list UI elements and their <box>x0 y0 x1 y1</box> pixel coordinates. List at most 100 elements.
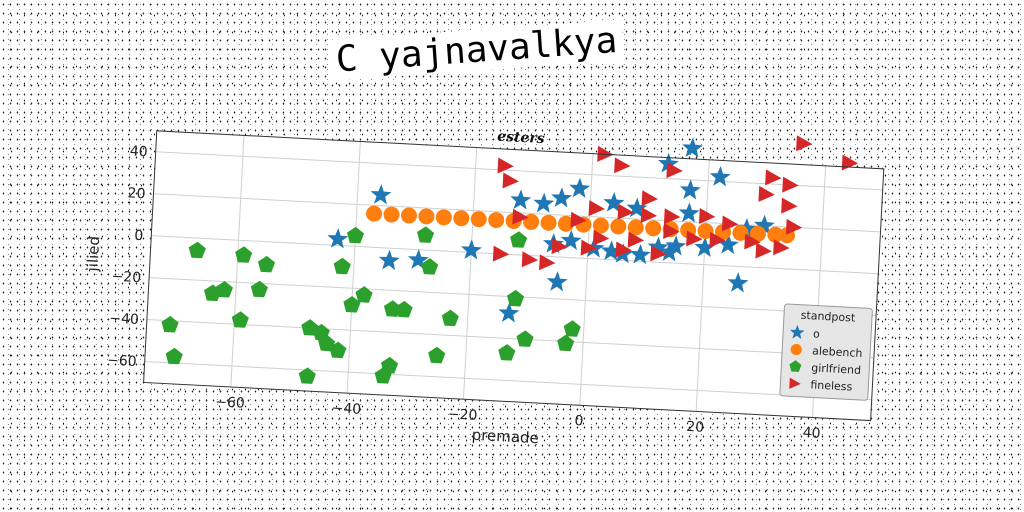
point-alebench <box>383 206 400 223</box>
point-fineless <box>580 239 598 256</box>
point-o <box>551 187 573 208</box>
point-alebench <box>767 226 784 243</box>
point-fineless <box>758 185 775 202</box>
point-o <box>370 184 392 205</box>
point-o <box>560 229 582 251</box>
point-fineless <box>796 135 813 152</box>
point-girlfriend <box>374 367 392 384</box>
legend-marker-alebench <box>790 343 802 356</box>
point-fineless <box>512 208 529 225</box>
point-alebench <box>453 210 470 227</box>
point-alebench <box>418 208 435 225</box>
point-alebench <box>627 219 644 236</box>
legend-marker-girlfriend <box>789 360 802 372</box>
point-fineless <box>666 162 683 179</box>
point-girlfriend <box>257 255 276 273</box>
y-tick-label: −20 <box>111 269 141 287</box>
point-fineless <box>497 157 514 174</box>
point-girlfriend <box>383 300 402 317</box>
point-girlfriend <box>428 346 446 364</box>
point-fineless <box>614 157 631 174</box>
y-tick-label: −40 <box>109 311 139 329</box>
x-grid-line <box>346 141 361 394</box>
point-o <box>546 271 568 292</box>
chart-plot-group: −60 −40 −20 0 20 40 −60 −40 −20 0 20 40 esters pre… <box>83 129 885 447</box>
point-girlfriend <box>557 334 575 352</box>
point-alebench <box>488 212 505 229</box>
point-alebench <box>645 220 662 237</box>
point-fineless <box>570 211 587 228</box>
x-tick-label: 0 <box>574 413 584 429</box>
y-tick-labels: −60 −40 −20 0 20 40 <box>107 143 148 370</box>
x-tick-labels: −60 −40 −20 0 20 40 <box>215 394 821 442</box>
point-o <box>461 239 482 260</box>
point-o <box>378 249 400 270</box>
x-tick-label: −60 <box>215 394 245 412</box>
point-alebench <box>610 218 627 235</box>
point-girlfriend <box>355 286 373 303</box>
y-grid-line <box>151 235 879 275</box>
point-fineless <box>592 229 610 246</box>
point-girlfriend <box>235 246 253 263</box>
y-tick-label: 40 <box>129 143 148 160</box>
point-alebench <box>592 217 609 234</box>
legend-marker-o <box>789 324 805 340</box>
point-o <box>498 302 520 323</box>
y-grid-line <box>155 151 883 191</box>
x-grid-line <box>462 147 478 400</box>
point-o <box>709 166 731 187</box>
x-grid-line <box>695 159 710 412</box>
point-fineless <box>641 190 658 207</box>
point-o <box>629 243 651 265</box>
y-grid-line <box>144 360 872 401</box>
point-o <box>678 202 700 223</box>
y-axis-label: jilied <box>83 235 103 272</box>
point-alebench <box>366 205 383 222</box>
x-tick-label: −20 <box>447 406 477 424</box>
plot-frame <box>143 130 885 422</box>
point-o <box>533 192 555 213</box>
legend-marker-fineless <box>789 377 801 389</box>
point-alebench <box>749 225 766 242</box>
point-fineless <box>755 242 772 259</box>
point-fineless <box>551 238 568 255</box>
point-fineless <box>782 176 799 193</box>
point-fineless <box>615 241 632 258</box>
data-points <box>161 135 859 384</box>
chart-title: esters <box>497 129 545 147</box>
point-girlfriend <box>510 231 528 248</box>
point-girlfriend <box>204 284 222 302</box>
point-o <box>510 189 532 210</box>
point-fineless <box>650 245 667 262</box>
legend-label-o: o <box>813 327 821 340</box>
point-girlfriend <box>161 315 179 333</box>
point-girlfriend <box>301 319 319 336</box>
point-o <box>327 228 349 249</box>
y-grid-line <box>146 319 874 359</box>
point-o <box>682 137 704 158</box>
point-o <box>603 192 625 213</box>
point-fineless <box>744 233 761 250</box>
legend-label-fineless: fineless <box>810 378 853 393</box>
point-fineless <box>721 215 739 232</box>
point-girlfriend <box>563 320 581 337</box>
point-fineless <box>686 230 703 247</box>
point-girlfriend <box>516 330 534 347</box>
point-girlfriend <box>421 258 439 275</box>
point-girlfriend <box>395 300 413 318</box>
y-tick-label: 20 <box>127 185 146 202</box>
point-o <box>407 249 429 270</box>
point-o <box>600 240 622 261</box>
x-grid-line <box>230 135 245 388</box>
point-girlfriend <box>250 280 268 298</box>
point-fineless <box>627 231 645 248</box>
point-fineless <box>617 203 634 220</box>
point-fineless <box>785 218 803 235</box>
point-girlfriend <box>165 347 183 365</box>
point-fineless <box>698 208 716 225</box>
point-alebench <box>732 224 749 241</box>
y-tick-label: 0 <box>134 228 144 244</box>
